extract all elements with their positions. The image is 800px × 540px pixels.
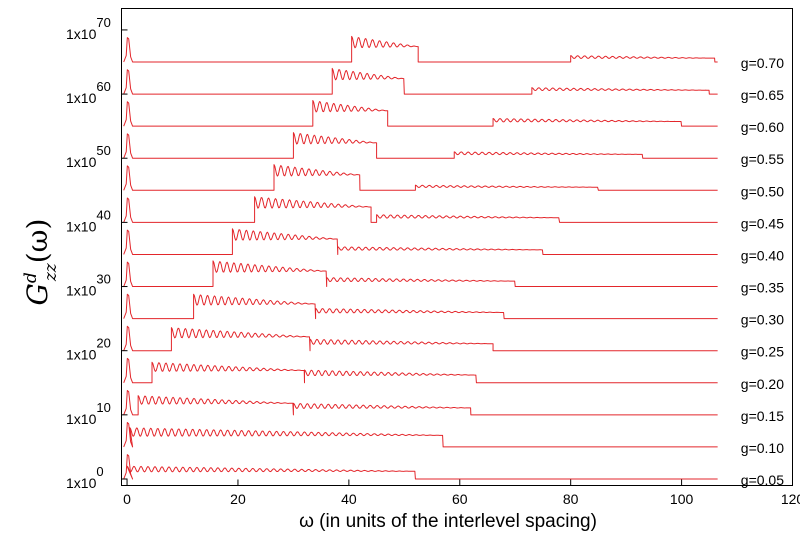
y-tick-mantissa: 1x10 bbox=[66, 283, 97, 299]
series-label: g=0.55 bbox=[741, 151, 784, 167]
y-tick-mantissa: 1x10 bbox=[66, 411, 97, 427]
y-tick-exponent: 20 bbox=[96, 336, 110, 351]
y-tick-exponent: 10 bbox=[96, 400, 110, 415]
series-label: g=0.30 bbox=[741, 312, 784, 328]
series-label: g=0.25 bbox=[741, 344, 784, 360]
y-axis-title-base: G bbox=[21, 283, 54, 305]
x-tick-label: 20 bbox=[230, 491, 246, 507]
series-line-g=0.70 bbox=[123, 35, 718, 63]
y-tick-mantissa: 1x10 bbox=[66, 90, 97, 106]
y-tick-mantissa: 1x10 bbox=[66, 26, 97, 42]
y-tick-mantissa: 1x10 bbox=[66, 218, 97, 234]
y-axis-title: Gdzz(ω) bbox=[21, 219, 61, 306]
series-line-g=0.60 bbox=[123, 99, 718, 127]
series-line-g=0.40 bbox=[123, 228, 718, 255]
x-tick-label: 60 bbox=[452, 491, 468, 507]
series-labels: g=0.05 g=0.10 g=0.15 g=0.20 g=0.25 g=0.30 g=0.… bbox=[741, 55, 784, 488]
y-tick-mantissa: 1x10 bbox=[66, 475, 97, 491]
y-tick-label: 1x1050 bbox=[66, 143, 111, 170]
y-tick-label: 1x1020 bbox=[66, 336, 111, 363]
y-axis-title-sup: d bbox=[21, 272, 41, 283]
series-line-g=0.10 bbox=[123, 422, 718, 448]
y-tick-label: 1x1060 bbox=[66, 79, 111, 106]
series-label: g=0.60 bbox=[741, 119, 784, 135]
series-line-g=0.25 bbox=[123, 325, 718, 352]
series-label: g=0.45 bbox=[741, 215, 784, 231]
y-tick-exponent: 40 bbox=[96, 207, 110, 222]
x-tick-label: 120 bbox=[781, 491, 800, 507]
series-label: g=0.20 bbox=[741, 376, 784, 392]
series-line-g=0.35 bbox=[123, 260, 718, 288]
series-label: g=0.05 bbox=[741, 472, 784, 488]
x-axis-title-text: ω (in units of the interlevel spacing) bbox=[299, 511, 597, 532]
y-axis-title-arg: (ω) bbox=[21, 219, 54, 264]
y-tick-exponent: 70 bbox=[96, 15, 110, 30]
y-tick-label: 1x100 bbox=[66, 464, 104, 491]
series-label: g=0.65 bbox=[741, 87, 784, 103]
series-line-g=0.20 bbox=[123, 357, 718, 384]
y-tick-mantissa: 1x10 bbox=[66, 347, 97, 363]
series-label: g=0.10 bbox=[741, 440, 784, 456]
y-tick-label: 1x1040 bbox=[66, 207, 111, 234]
series-line-g=0.50 bbox=[123, 164, 718, 191]
series-line-g=0.15 bbox=[123, 389, 718, 416]
x-axis-ticks: 0 20 40 60 80 100 120 bbox=[123, 479, 800, 507]
y-tick-exponent: 30 bbox=[96, 272, 110, 287]
series-line-g=0.30 bbox=[123, 293, 718, 320]
series-label: g=0.15 bbox=[741, 408, 784, 424]
x-axis-title: ω (in units of the interlevel spacing) bbox=[299, 511, 597, 532]
y-axis-title-sub: zz bbox=[41, 262, 61, 282]
y-tick-mantissa: 1x10 bbox=[66, 154, 97, 170]
curves bbox=[123, 35, 718, 480]
x-tick-label: 80 bbox=[563, 491, 579, 507]
plot-frame bbox=[121, 8, 793, 486]
series-label: g=0.50 bbox=[741, 183, 784, 199]
series-line-g=0.65 bbox=[123, 67, 718, 95]
x-tick-label: 0 bbox=[123, 491, 131, 507]
x-tick-label: 40 bbox=[341, 491, 357, 507]
series-line-g=0.55 bbox=[123, 132, 718, 159]
series-line-g=0.05 bbox=[123, 454, 718, 480]
y-tick-label: 1x1010 bbox=[66, 400, 111, 427]
series-line-g=0.45 bbox=[123, 196, 718, 223]
series-label: g=0.70 bbox=[741, 55, 784, 71]
series-label: g=0.35 bbox=[741, 280, 784, 296]
y-tick-label: 1x1070 bbox=[66, 15, 111, 42]
y-tick-exponent: 0 bbox=[96, 464, 103, 479]
y-tick-label: 1x1030 bbox=[66, 272, 111, 299]
y-tick-exponent: 60 bbox=[96, 79, 110, 94]
y-axis-ticks: 1x1001x10101x10201x10301x10401x10501x106… bbox=[66, 15, 128, 491]
series-label: g=0.40 bbox=[741, 247, 784, 263]
y-tick-exponent: 50 bbox=[96, 143, 110, 158]
x-tick-label: 100 bbox=[670, 491, 694, 507]
